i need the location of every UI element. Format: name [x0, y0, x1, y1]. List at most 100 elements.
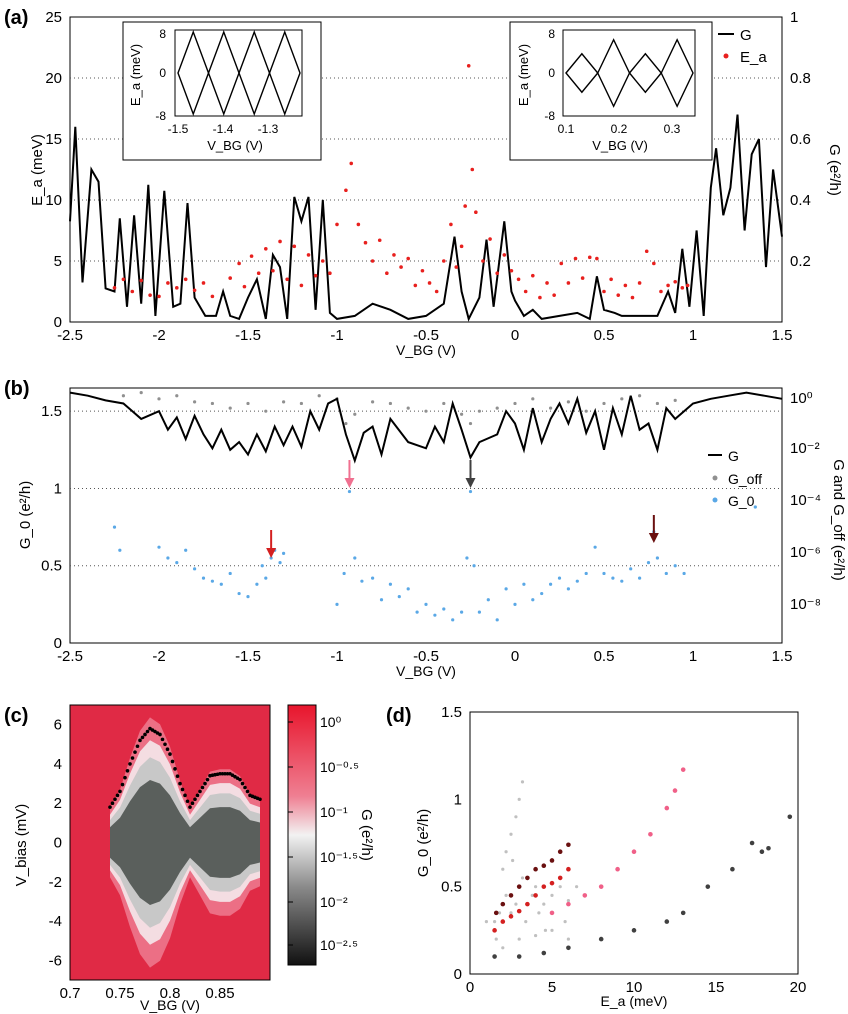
y-tick-label: 5 [54, 253, 62, 270]
ea-point [481, 259, 485, 263]
panel-b-yticks: 0 0.5 1 1.5 [41, 403, 62, 652]
legend-goff-swatch [712, 475, 718, 481]
edge-point [240, 781, 245, 786]
scatter-point [517, 797, 521, 801]
panel-a-series [69, 64, 783, 322]
panel-c-ylabel: V_bias (mV) [13, 804, 30, 887]
scatter-point [534, 933, 538, 938]
g0-point [451, 618, 455, 622]
ea-point [356, 222, 361, 227]
g0-point [486, 598, 490, 602]
inset-left-frame [122, 21, 322, 161]
scatter-point [766, 845, 771, 851]
panel-b-label: (b) [4, 378, 30, 400]
inset-left-ytick: 0 [159, 66, 166, 80]
g0-point [472, 564, 476, 568]
y-tick-label: 20 [45, 70, 62, 87]
panel-a-legend: G E_a [718, 27, 767, 66]
x-tick-label: -2 [152, 327, 165, 344]
ea-point [463, 204, 467, 208]
scatter-point [543, 928, 548, 932]
scatter-point [598, 884, 604, 889]
panel-c-xticks: 0.7 0.75 0.8 0.85 [60, 985, 235, 1002]
ea-point [538, 295, 542, 300]
panel-a-y2label: G (e²/h) [826, 144, 843, 196]
edge-point [200, 785, 205, 790]
ea-point [335, 222, 339, 227]
edge-point [143, 732, 147, 737]
g0-point [112, 525, 117, 529]
panel-b-frame [69, 387, 783, 644]
scatter-point [680, 767, 686, 772]
goff-point [157, 397, 161, 401]
goff-point [406, 406, 410, 410]
g0-point [522, 582, 526, 586]
colorbar-tick-label: 10⁻²·⁵ [320, 937, 358, 953]
y2-tick-label: 1 [790, 9, 798, 26]
ea-point [320, 259, 325, 263]
scatter-point [680, 910, 686, 916]
panel-b-legend: G G_off G_0 [708, 448, 762, 509]
g0-point [465, 556, 469, 560]
edge-point [220, 771, 225, 776]
y2-tick-label: 10⁻⁶ [790, 544, 821, 561]
ea-point [559, 261, 564, 266]
panel-a: (a) -2.5 -2 -1.5 -1 -0.5 0 0.5 1 1.5 0510152025 … [4, 7, 843, 358]
scatter-point [511, 858, 515, 863]
inset-left-ytick: 8 [159, 27, 166, 41]
scatter-point [501, 946, 505, 950]
inset-left-axes [174, 29, 303, 117]
scatter-point [533, 893, 538, 898]
y-tick-label: 25 [45, 9, 62, 26]
ea-point [644, 249, 649, 254]
g0-point [611, 576, 615, 580]
inset-left-xtick: -1.3 [258, 122, 279, 136]
ea-point [454, 265, 459, 269]
panel-a-frame [69, 16, 783, 323]
panel-d-yticks: 0 0.5 1 1.5 [441, 704, 462, 983]
inset-left-diamonds [177, 29, 301, 117]
goff-point [477, 409, 481, 413]
ea-point [666, 283, 670, 288]
edge-point [258, 797, 262, 802]
x-tick-label: -2.5 [57, 327, 83, 344]
ea-point [466, 64, 471, 68]
legend-g0-label: G_0 [728, 493, 755, 509]
panel-c-xlabel: V_BG (V) [140, 997, 200, 1013]
y-tick-label: 1 [454, 791, 462, 808]
y-tick-label: 10 [45, 192, 62, 209]
inset-left-xlabel: V_BG (V) [207, 138, 263, 153]
scatter-point [705, 884, 711, 889]
scatter-point [493, 910, 499, 916]
legend-g-label: G [740, 27, 752, 44]
ea-point [183, 277, 188, 282]
scatter-point [787, 814, 793, 820]
goff-point [210, 401, 214, 406]
g0-point [335, 602, 339, 606]
goff-point [655, 401, 660, 406]
g0-point [201, 576, 206, 580]
ea-point [602, 289, 606, 294]
y2-tick-label: 0.2 [790, 253, 811, 270]
goff-point [246, 401, 250, 406]
ea-point [306, 253, 311, 257]
scatter-point [664, 919, 670, 924]
edge-point [205, 777, 210, 782]
goff-point [584, 409, 588, 413]
y-tick-label: 6 [54, 717, 62, 734]
scatter-point [582, 893, 588, 898]
y2-tick-label: 0.6 [790, 131, 811, 148]
y-tick-label: -6 [49, 952, 62, 969]
x-tick-label: 10 [626, 979, 643, 996]
ea-point [523, 289, 528, 294]
scatter-point [672, 788, 678, 793]
goff-point [139, 391, 143, 395]
ea-point [228, 276, 232, 280]
g0-point [371, 576, 375, 580]
scatter-point [492, 928, 497, 933]
g0-point [184, 548, 188, 552]
edge-point [195, 793, 200, 798]
y-tick-label: 0 [54, 314, 62, 331]
ea-point [148, 293, 152, 297]
x-tick-label: -2 [152, 648, 165, 665]
